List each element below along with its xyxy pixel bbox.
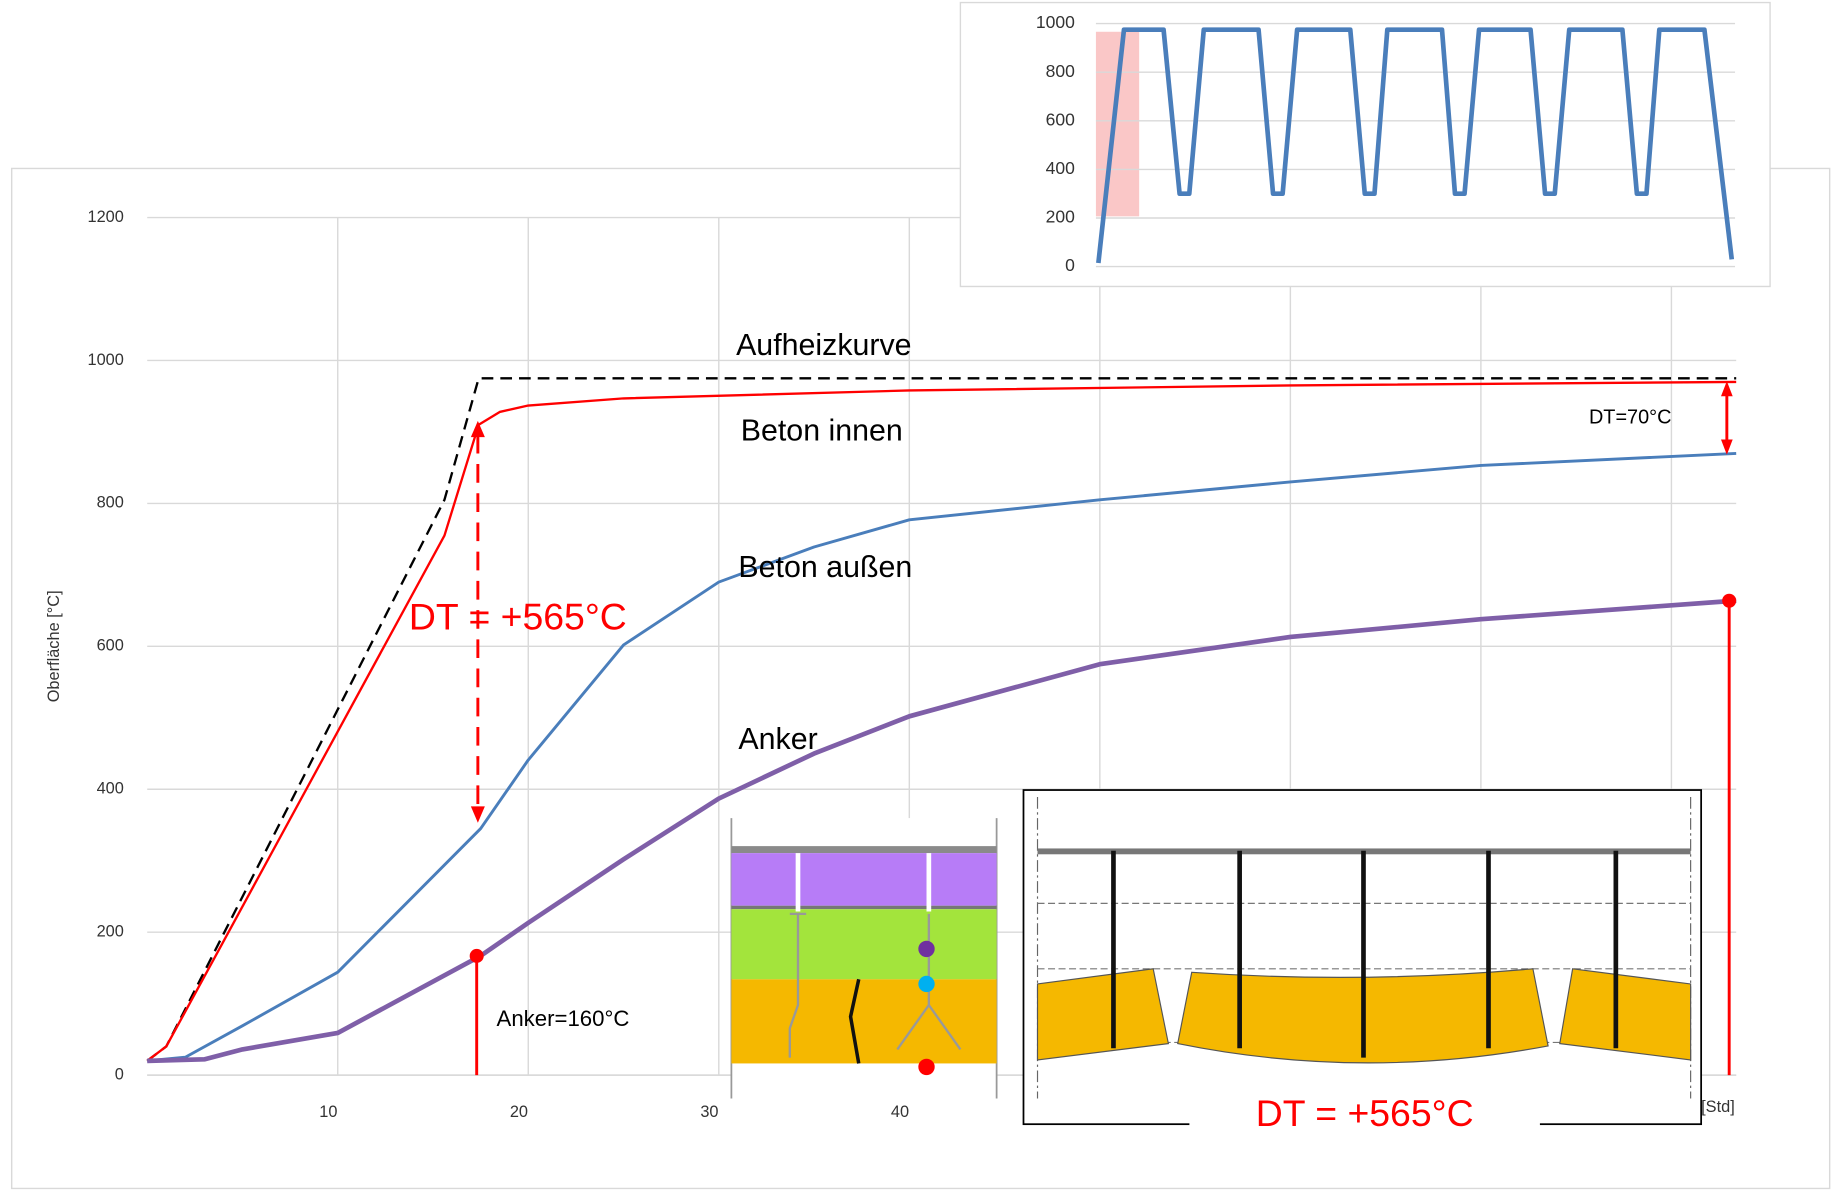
inset-frame: [959, 1, 1771, 288]
x-tick-label: 10: [319, 1103, 337, 1121]
deformation-diagram: [1022, 789, 1703, 1134]
x-tick-label: 20: [510, 1103, 528, 1121]
main-lines: [146, 377, 1737, 1064]
layer-orange: [731, 979, 997, 1064]
x-tick-label: 40: [891, 1103, 909, 1121]
x-tick-label: 30: [700, 1103, 718, 1121]
arrow-head: [470, 806, 485, 823]
concrete-block: [1036, 968, 1170, 1061]
arrow-head: [470, 420, 485, 438]
anker-marker-dot: [469, 948, 484, 963]
probe-dot: [918, 975, 935, 993]
annotation: DT=70°C: [1589, 407, 1671, 429]
arrow-head: [1721, 439, 1733, 455]
annotation-arrows: [469, 381, 1737, 1076]
anchor-legs: [788, 912, 962, 1058]
series-label: Beton innen: [741, 415, 903, 448]
anchor-rods: [1111, 850, 1619, 1058]
section-diagram: [730, 818, 998, 1099]
crack: [848, 978, 861, 1064]
y-tick-label: 1000: [1036, 12, 1075, 32]
y-tick-label: 400: [1046, 158, 1075, 178]
steel-plate: [731, 846, 997, 854]
series-line: [146, 377, 1737, 1062]
inset-highlight: [1095, 31, 1140, 217]
layer-green: [731, 909, 997, 980]
y-tick-label: 1200: [87, 208, 123, 226]
layer-line: [731, 905, 997, 910]
final-marker-dot: [1722, 593, 1737, 608]
series-label: Anker: [738, 723, 817, 756]
concrete-block: [1559, 968, 1692, 1061]
y-tick-label: 600: [1046, 109, 1075, 129]
series-line: [146, 380, 1737, 1062]
annotation: DT = +565°C: [409, 595, 627, 637]
annotation: Anker=160°C: [497, 1006, 630, 1031]
annotation: DT = +565°C: [1256, 1092, 1474, 1134]
y-axis-title: Oberfläche [°C]: [45, 590, 63, 702]
probe-dot: [918, 940, 935, 958]
series-line: [147, 451, 1737, 1063]
y-tick-label: 0: [1065, 255, 1075, 275]
series-line: [1096, 27, 1735, 264]
probe-dot: [918, 1058, 935, 1076]
arrow-head: [1721, 381, 1733, 397]
y-tick-label: 800: [1046, 61, 1075, 81]
y-tick-label: 0: [115, 1065, 124, 1083]
series-line: [147, 598, 1737, 1064]
series-label: Beton außen: [738, 551, 912, 584]
inset-chart: 0 200 400 600 800 1000: [1036, 12, 1736, 275]
layer-purple: [731, 853, 997, 906]
y-tick-label: 200: [97, 922, 124, 940]
series-label: Aufheizkurve: [736, 329, 912, 362]
y-tick-label: 400: [97, 780, 124, 798]
y-tick-label: 800: [97, 494, 124, 512]
label-bg: [1189, 1098, 1540, 1134]
y-tick-label: 200: [1046, 207, 1075, 227]
y-tick-label: 600: [97, 637, 124, 655]
y-tick-label: 1000: [87, 351, 123, 369]
x-axis-title: [Std]: [1701, 1098, 1735, 1116]
